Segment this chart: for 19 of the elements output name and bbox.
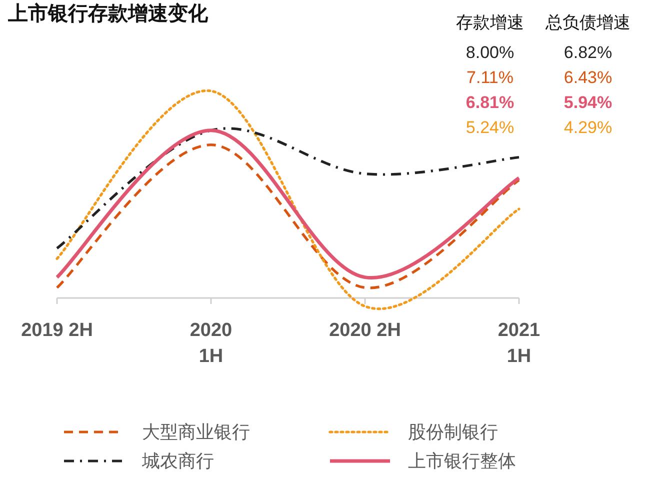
annotation: 5.24%: [466, 118, 514, 137]
chart-title: 上市银行存款增速变化: [7, 2, 209, 25]
text: 存款增速: [456, 13, 524, 32]
text: 6.43%: [564, 68, 612, 87]
x-tick-label: 2020 2H: [329, 320, 401, 341]
text: 5.94%: [564, 93, 612, 112]
text: 7.11%: [466, 68, 514, 87]
annotation: 6.81%: [466, 93, 514, 112]
text: 6.82%: [564, 43, 612, 62]
x-tick-label: 2021 1H: [498, 320, 541, 367]
x-tick-label: 2019 2H: [21, 320, 93, 341]
text: 4.29%: [564, 118, 612, 137]
x-tick-label: 2020 1H: [190, 320, 232, 367]
legend-label: 股份制银行: [408, 422, 498, 442]
legend-label: 上市银行整体: [408, 451, 516, 471]
legend-label: 大型商业银行: [142, 422, 250, 442]
text: 总负债增速: [544, 13, 630, 32]
legend-label: 城农商行: [141, 451, 214, 471]
text: 8.00%: [466, 43, 514, 62]
